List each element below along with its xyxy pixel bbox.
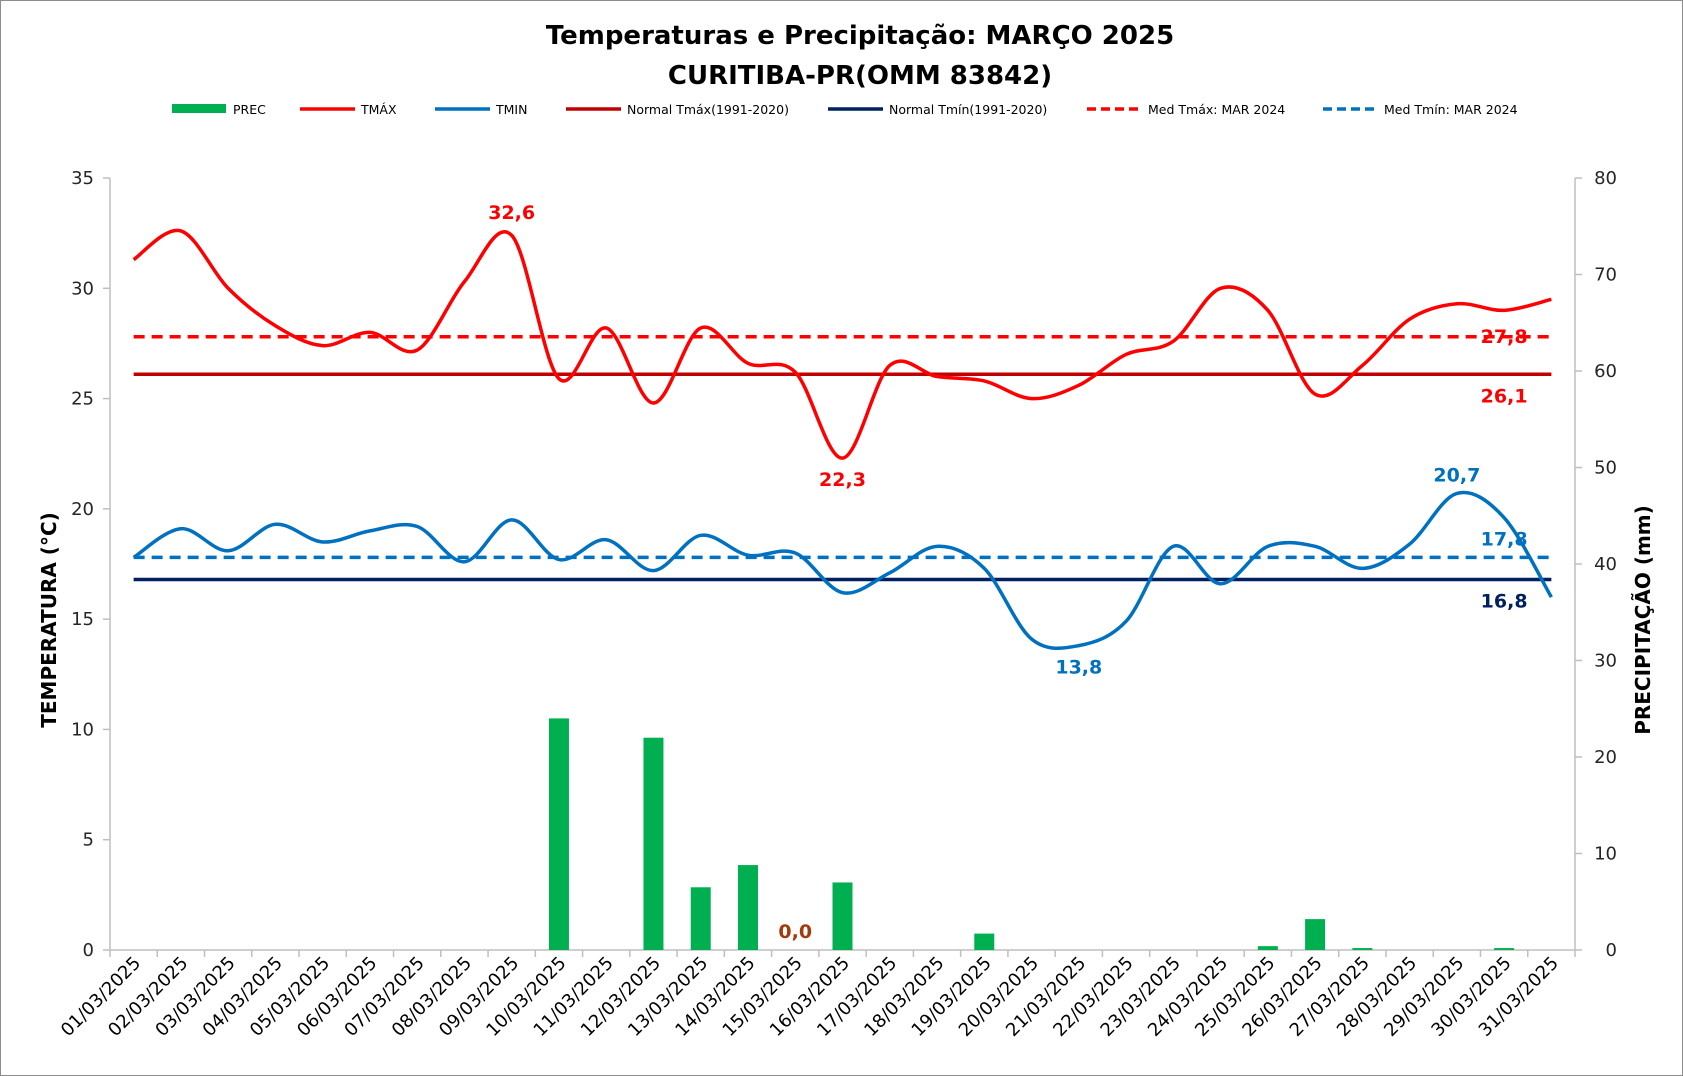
y-tick-label-right: 20 xyxy=(1594,747,1617,768)
y-tick-label-left: 30 xyxy=(71,278,94,299)
precipitation-bar xyxy=(737,865,758,950)
y-tick-label-left: 35 xyxy=(71,168,94,189)
precipitation-bars xyxy=(548,718,1515,950)
chart-title-line1: Temperaturas e Precipitação: MARÇO 2025 xyxy=(546,21,1174,51)
precipitation-bar xyxy=(832,882,853,950)
chart-title-line2: CURITIBA-PR(OMM 83842) xyxy=(668,61,1052,91)
data-label: 20,7 xyxy=(1433,464,1480,486)
legend-label: Med Tmáx: MAR 2024 xyxy=(1148,102,1285,117)
y-tick-label-left: 25 xyxy=(71,389,94,410)
precipitation-bar xyxy=(690,887,711,950)
y-tick-label-right: 80 xyxy=(1594,168,1617,189)
y-tick-label-right: 70 xyxy=(1594,265,1617,286)
reference-lines xyxy=(133,335,1552,582)
legend-swatch-prec xyxy=(172,104,226,113)
legend-label: Normal Tmáx(1991-2020) xyxy=(627,102,789,117)
y-tick-label-right: 40 xyxy=(1594,554,1617,575)
precipitation-bar xyxy=(1494,948,1515,950)
data-label: 22,3 xyxy=(819,469,866,491)
precipitation-bar xyxy=(1305,919,1326,950)
data-label: 32,6 xyxy=(488,202,535,224)
y-tick-label-right: 50 xyxy=(1594,458,1617,479)
y-tick-label-left: 20 xyxy=(71,499,94,520)
legend-label: PREC xyxy=(233,102,266,117)
y-tick-label-left: 10 xyxy=(71,719,94,740)
precipitation-bar xyxy=(1352,948,1373,950)
y-tick-label-right: 60 xyxy=(1594,361,1617,382)
legend-label: Normal Tmín(1991-2020) xyxy=(889,102,1047,117)
data-label: 26,1 xyxy=(1481,385,1528,407)
y-tick-label-left: 0 xyxy=(83,940,94,961)
tmin-line xyxy=(132,490,1553,650)
legend-label: TMÁX xyxy=(360,102,397,117)
precipitation-bar xyxy=(1257,946,1278,950)
legend-label: TMIN xyxy=(495,102,527,117)
data-label: 13,8 xyxy=(1055,657,1102,679)
legend-label: Med Tmín: MAR 2024 xyxy=(1384,102,1518,117)
tmax-line xyxy=(132,228,1552,460)
data-label: 16,8 xyxy=(1481,590,1528,612)
y-tick-label-right: 10 xyxy=(1594,844,1617,865)
precipitation-bar xyxy=(974,933,995,950)
y-tick-label-left: 5 xyxy=(83,830,94,851)
data-label: 27,8 xyxy=(1481,326,1528,348)
legend: PREC TMÁX TMIN Normal Tmáx(1991-2020) Normal… xyxy=(172,102,1518,117)
y-tick-label-left: 15 xyxy=(71,609,94,630)
y-tick-label-right: 0 xyxy=(1606,940,1617,961)
precipitation-bar xyxy=(643,737,664,950)
y-axis-title-left: TEMPERATURA (°C) xyxy=(37,512,61,728)
data-label: 0,0 xyxy=(778,921,812,943)
data-labels: 32,6 22,3 27,8 26,1 20,7 17,8 16,8 13,8 0,0 xyxy=(488,202,1527,943)
y-tick-label-right: 30 xyxy=(1594,651,1617,672)
precipitation-bar xyxy=(548,718,569,950)
temperature-lines xyxy=(132,228,1553,650)
data-label: 17,8 xyxy=(1481,528,1528,550)
y-axis-title-right: PRECIPITAÇÃO (mm) xyxy=(1631,505,1655,735)
